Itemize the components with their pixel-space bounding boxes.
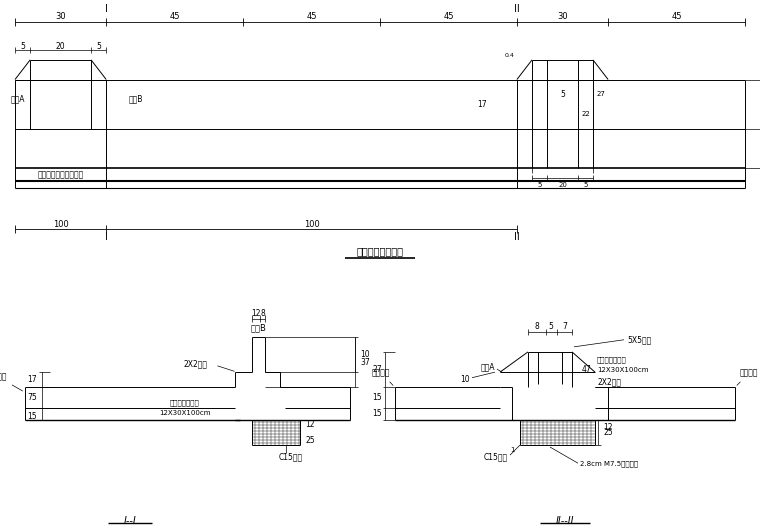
Text: 盖板B: 盖板B [251,323,267,332]
Text: 100: 100 [52,220,68,229]
Text: 中央分隔带立面图: 中央分隔带立面图 [356,246,404,256]
Text: 路缘石边: 路缘石边 [372,368,393,385]
Text: 盖板A: 盖板A [480,362,495,371]
Text: C15垫层: C15垫层 [484,453,508,462]
Text: 27: 27 [597,92,606,97]
Text: 47: 47 [582,365,592,374]
Text: 5: 5 [560,90,565,99]
Text: 7: 7 [562,322,567,331]
Text: I: I [105,232,108,242]
Text: 27: 27 [372,365,382,374]
Text: 2X2铰钉: 2X2铰钉 [183,360,207,369]
Text: 盖板B: 盖板B [129,95,144,104]
Text: 5: 5 [21,42,25,51]
Text: 100: 100 [304,220,319,229]
Text: 20: 20 [558,182,567,188]
Text: 12: 12 [251,309,261,318]
Text: 12X30X100cm: 12X30X100cm [597,367,648,373]
Text: 30: 30 [557,12,568,21]
Text: 8: 8 [260,309,264,318]
Text: I--I: I--I [124,516,136,526]
Text: 20: 20 [55,42,65,51]
Text: 8: 8 [534,322,539,331]
Text: 45: 45 [671,12,682,21]
Text: 45: 45 [306,12,317,21]
Text: 75: 75 [27,393,37,402]
Text: 12: 12 [305,419,315,429]
Text: 5: 5 [583,182,587,188]
Text: 15: 15 [27,412,37,421]
Text: II--II: II--II [556,516,575,526]
Text: 25: 25 [603,428,613,437]
Text: 支撑及连接构造示意图: 支撑及连接构造示意图 [37,170,84,179]
Text: II: II [514,232,520,242]
Text: 22: 22 [581,111,591,117]
Text: 12: 12 [603,423,613,432]
Text: 17: 17 [27,375,37,384]
Text: 12X30X100cm: 12X30X100cm [160,409,211,416]
Text: 25: 25 [305,436,315,445]
Text: 5: 5 [537,182,542,188]
Text: 2.8cm M7.5水泥砂浆: 2.8cm M7.5水泥砂浆 [580,460,638,467]
Text: I: I [105,4,108,14]
Text: 1: 1 [511,447,515,453]
Text: C15垫层: C15垫层 [279,453,303,462]
Text: 45: 45 [169,12,180,21]
Text: 15: 15 [372,393,382,402]
Text: 45: 45 [443,12,454,21]
Text: 10: 10 [360,350,369,359]
Text: 5: 5 [549,322,553,331]
Text: 路缘石边: 路缘石边 [0,372,23,391]
Text: 0.4: 0.4 [505,53,515,58]
Text: 30: 30 [55,12,66,21]
Text: 17: 17 [477,99,487,108]
Text: 5X5倒角: 5X5倒角 [627,335,651,344]
Text: 盖板A: 盖板A [11,95,25,104]
Text: II: II [514,4,520,14]
Text: 5: 5 [97,42,101,51]
Text: 15: 15 [372,409,382,418]
Text: 2X2铰钉: 2X2铰钉 [597,378,621,387]
Text: 37: 37 [360,358,370,367]
Text: 钢筋混凝土制板: 钢筋混凝土制板 [597,357,627,363]
Text: 10: 10 [461,375,470,384]
Text: 钢筋混凝土制板: 钢筋混凝土制板 [170,399,200,406]
Text: 路缘石边: 路缘石边 [737,368,758,385]
